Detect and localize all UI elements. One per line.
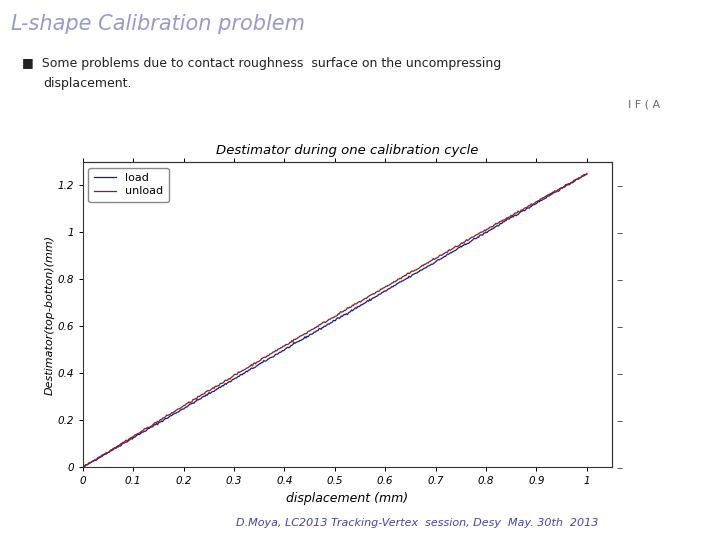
load — [321, 323, 330, 329]
load — [570, 178, 579, 185]
load — [582, 171, 591, 178]
Line: unload: unload — [83, 173, 587, 467]
load — [351, 305, 360, 311]
X-axis label: displacement (mm): displacement (mm) — [287, 492, 408, 505]
load — [318, 325, 326, 331]
unload — [492, 220, 500, 227]
unload — [582, 170, 591, 177]
Text: ■  Some problems due to contact roughness  surface on the uncompressing: ■ Some problems due to contact roughness… — [22, 57, 501, 70]
Text: L-shape Calibration problem: L-shape Calibration problem — [11, 14, 305, 33]
Line: load: load — [83, 174, 587, 467]
load — [492, 223, 500, 230]
load — [78, 464, 87, 470]
load — [379, 289, 387, 295]
unload — [78, 463, 87, 470]
Y-axis label: Destimator(top-botton)(mm): Destimator(top-botton)(mm) — [45, 234, 55, 395]
Text: I F ( A: I F ( A — [629, 100, 660, 110]
Text: D.Moya, LC2013 Tracking-Vertex  session, Desy  May. 30th  2013: D.Moya, LC2013 Tracking-Vertex session, … — [236, 518, 599, 528]
Text: displacement.: displacement. — [43, 77, 132, 90]
unload — [570, 177, 579, 183]
Title: Destimator during one calibration cycle: Destimator during one calibration cycle — [216, 144, 479, 157]
unload — [379, 285, 387, 292]
unload — [321, 319, 330, 326]
unload — [351, 301, 360, 307]
Legend: load, unload: load, unload — [89, 167, 168, 202]
unload — [318, 320, 326, 326]
